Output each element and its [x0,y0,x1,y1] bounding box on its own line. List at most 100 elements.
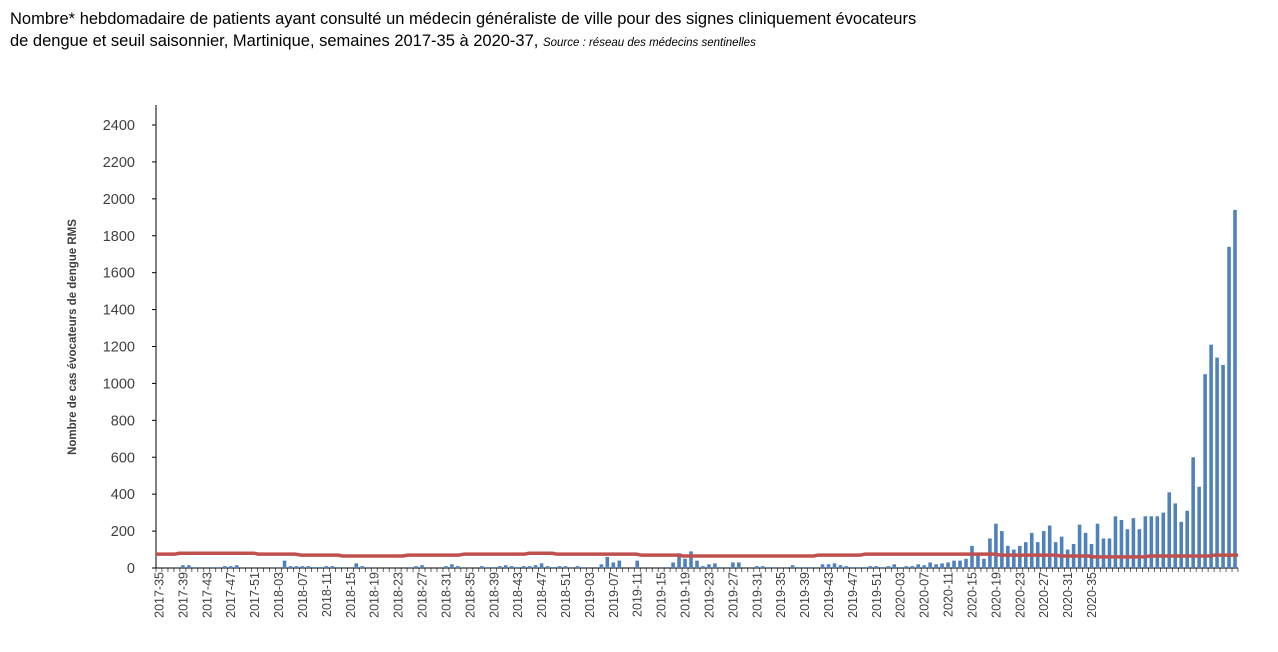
y-tick-label: 600 [111,450,135,466]
bar [790,565,795,568]
bar [1203,374,1207,568]
bar [1059,536,1064,568]
bar [898,567,903,568]
bar [617,560,622,568]
bar [910,566,914,568]
bar [868,566,873,568]
bar [216,567,221,568]
bar [1191,457,1195,568]
y-tick-label: 800 [111,413,135,429]
bar [1101,538,1106,568]
y-tick-label: 400 [111,487,135,503]
bar [324,566,329,568]
y-tick-label: 1400 [103,303,135,319]
bar [1185,510,1189,568]
bar [1095,523,1100,568]
bar [701,566,705,568]
x-tick-label: 2020-35 [1085,572,1099,618]
bar [760,566,765,568]
bar [181,565,185,568]
bar [1113,516,1118,568]
bar [557,566,562,568]
bar [689,551,693,568]
bar [683,558,687,568]
bar [444,566,448,568]
x-tick-label: 2018-35 [463,572,477,618]
bar [1018,545,1022,568]
bar [222,566,227,568]
bar [360,566,365,568]
x-tick-label: 2018-11 [320,572,334,617]
bar [527,566,532,568]
threshold-series [156,551,1238,559]
x-tick-label: 2020-27 [1037,572,1051,618]
bar [354,563,359,568]
bar [719,567,723,568]
bar [228,566,233,568]
bar [964,558,968,568]
bar [366,567,371,568]
bar [288,566,293,568]
bar [844,566,849,568]
bar [994,523,998,568]
bar [1173,503,1178,568]
bar [210,567,215,568]
x-tick-label: 2018-31 [439,572,453,618]
bar [1233,209,1237,569]
bar [820,564,825,568]
bar [737,562,741,568]
bar [563,566,568,568]
bar [1000,531,1004,568]
x-tick-label: 2017-43 [200,572,214,618]
bar [772,567,777,568]
bar [946,562,950,568]
bar [802,567,807,568]
x-tick-label: 2020-23 [1013,572,1027,618]
bar [1155,516,1160,568]
bar [1047,525,1052,568]
bar [497,566,502,568]
bar [635,560,640,568]
y-axis: 0 200 400 600 800 1000 1200 1400 1600 1800 2000 220… [103,105,157,577]
x-tick-label: 2017-39 [176,572,190,618]
bar [862,567,867,568]
bar [1167,492,1172,568]
chart-source: Source : réseau des médecins sentinelles [542,37,756,49]
x-tick-label: 2018-03 [272,572,286,618]
y-axis-label: Nombre de cas évocateurs de dengue RMS [67,219,79,455]
x-tick-label: 2019-23 [702,572,716,618]
bar [1227,246,1231,568]
x-tick-label: 2020-15 [965,572,979,618]
bar [503,565,508,568]
bar [976,554,980,568]
bar [958,560,962,568]
bar [1012,549,1016,568]
bar [665,567,669,568]
bar [1197,486,1201,568]
chart-title-line2-text: de dengue et seuil saisonnier, Martiniqu… [10,32,539,50]
x-tick-label: 2017-35 [152,572,166,618]
bar [187,565,191,568]
x-tick-label: 2020-07 [918,572,932,618]
x-tick-label: 2019-07 [607,572,621,618]
bar [294,566,299,568]
x-tick-label: 2020-19 [989,572,1003,618]
x-tick-label: 2019-19 [679,572,693,618]
bar [270,567,275,568]
bar [832,563,837,568]
x-tick-label: 2018-27 [416,572,430,618]
bar [1125,529,1130,568]
bar [330,566,335,568]
y-tick-label: 2000 [103,192,135,208]
bar [599,564,604,568]
x-tick-label: 2018-23 [392,572,406,618]
bar [934,564,938,568]
bar [581,567,586,568]
bar [707,564,711,568]
bar [754,566,759,568]
bar [1161,512,1166,568]
x-tick-label: 2020-31 [1061,572,1075,618]
bar [462,567,466,568]
bar [533,565,538,568]
bar [1149,516,1154,568]
